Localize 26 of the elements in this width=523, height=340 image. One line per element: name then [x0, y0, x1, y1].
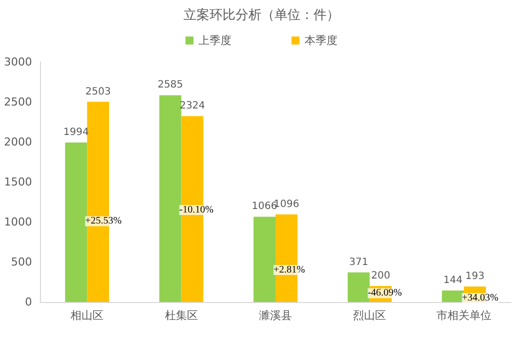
x-tick-label: 烈山区: [353, 309, 386, 322]
x-tick-label: 市相关单位: [436, 309, 492, 322]
annotation: -10.10%: [179, 204, 214, 216]
annotation: +2.81%: [274, 264, 305, 276]
x-tick-label: 相山区: [70, 309, 104, 322]
chart-title: 立案环比分析（单位：件）: [184, 7, 340, 23]
annotation: +25.53%: [85, 216, 122, 227]
x-tick-label: 杜集区: [164, 309, 198, 322]
legend-label: 本季度: [304, 34, 338, 47]
annotation: -46.09%: [368, 288, 402, 299]
y-tick-label: 1000: [4, 216, 32, 228]
data-label: 371: [349, 256, 368, 268]
y-tick-label: 2500: [4, 96, 32, 108]
x-tick-label: 濉溪县: [259, 309, 292, 322]
y-tick-label: 0: [25, 296, 32, 308]
data-label: 144: [443, 274, 462, 286]
data-label: 193: [465, 271, 484, 282]
y-tick-label: 2000: [4, 136, 32, 148]
y-tick-label: 3000: [4, 56, 32, 68]
data-label: 2585: [158, 80, 184, 91]
legend-label: 上季度: [198, 34, 232, 47]
data-label: 2503: [85, 86, 111, 98]
data-label: 200: [371, 270, 390, 282]
annotation: +34.03%: [462, 292, 498, 304]
y-tick-label: 1500: [4, 176, 32, 188]
y-tick-label: 500: [11, 256, 32, 268]
